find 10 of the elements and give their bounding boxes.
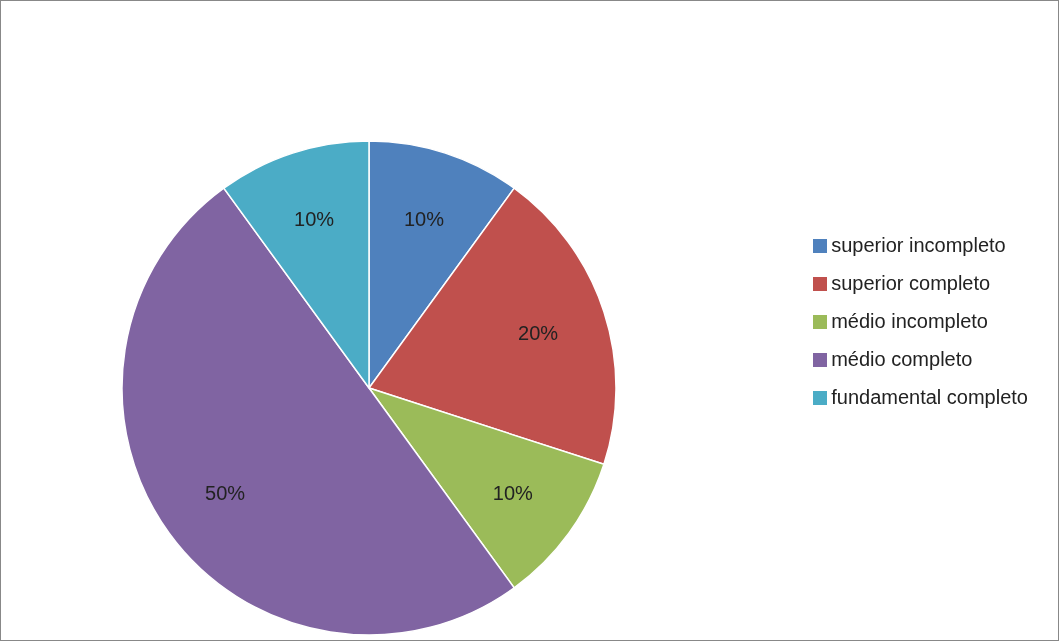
data-label: 10%	[492, 481, 534, 504]
data-label: 50%	[205, 481, 246, 504]
legend-label: superior completo	[831, 271, 991, 294]
legend-label: superior incompleto	[831, 233, 1006, 256]
data-label: 10%	[294, 207, 335, 230]
data-label: 20%	[518, 322, 559, 345]
legend-label: médio completo	[831, 347, 973, 370]
data-label: 10%	[403, 207, 445, 230]
legend-label: fundamental completo	[831, 385, 1028, 408]
legend-label: médio incompleto	[831, 309, 988, 332]
